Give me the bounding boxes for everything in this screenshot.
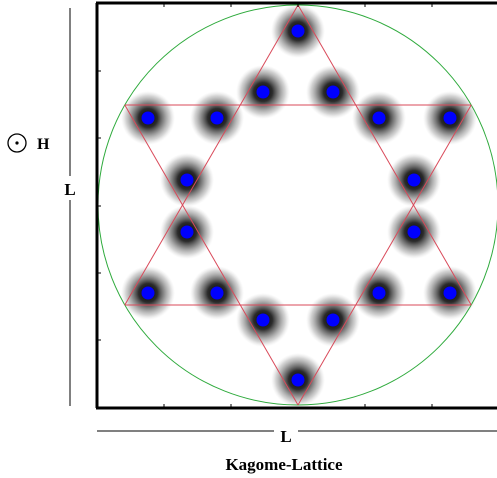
- star-edge: [124, 4, 299, 306]
- vortex-core: [210, 286, 224, 300]
- vortex-core: [180, 173, 194, 187]
- vortex-core: [407, 173, 421, 187]
- star-edge: [297, 104, 472, 406]
- top-ticks: [163, 3, 433, 7]
- star-edge: [124, 104, 299, 406]
- star-edge: [297, 4, 472, 306]
- vortex-core: [256, 313, 270, 327]
- vortex-core: [180, 225, 194, 239]
- vortex-core: [141, 286, 155, 300]
- vortex-core: [141, 111, 155, 125]
- field-label: H: [37, 136, 50, 153]
- vertical-dimension-label: L: [64, 180, 75, 199]
- horizontal-dimension-label-bg: [274, 422, 298, 442]
- vertical-dimension-label-bg: [61, 176, 79, 200]
- vortex-core: [326, 85, 340, 99]
- vortex-core: [443, 286, 457, 300]
- vortex-core: [372, 286, 386, 300]
- vortex-core: [291, 24, 305, 38]
- star-of-david-lines: [124, 4, 472, 406]
- left-ticks: [97, 70, 101, 341]
- vortex-core: [291, 373, 305, 387]
- panel-background: [97, 3, 497, 408]
- vortex-core: [372, 111, 386, 125]
- field-out-of-plane-icon: [7, 133, 27, 153]
- vortex-core: [443, 111, 457, 125]
- vortex-core: [256, 85, 270, 99]
- vortex-core: [210, 111, 224, 125]
- vortex-cores: [141, 24, 457, 387]
- vortex-core: [407, 225, 421, 239]
- lattice-panel: [97, 3, 497, 408]
- bottom-ticks: [163, 404, 433, 408]
- field-dot: [15, 141, 19, 145]
- horizontal-dimension-label: L: [280, 427, 291, 446]
- caption: Kagome-Lattice: [225, 455, 343, 474]
- vortex-core: [326, 313, 340, 327]
